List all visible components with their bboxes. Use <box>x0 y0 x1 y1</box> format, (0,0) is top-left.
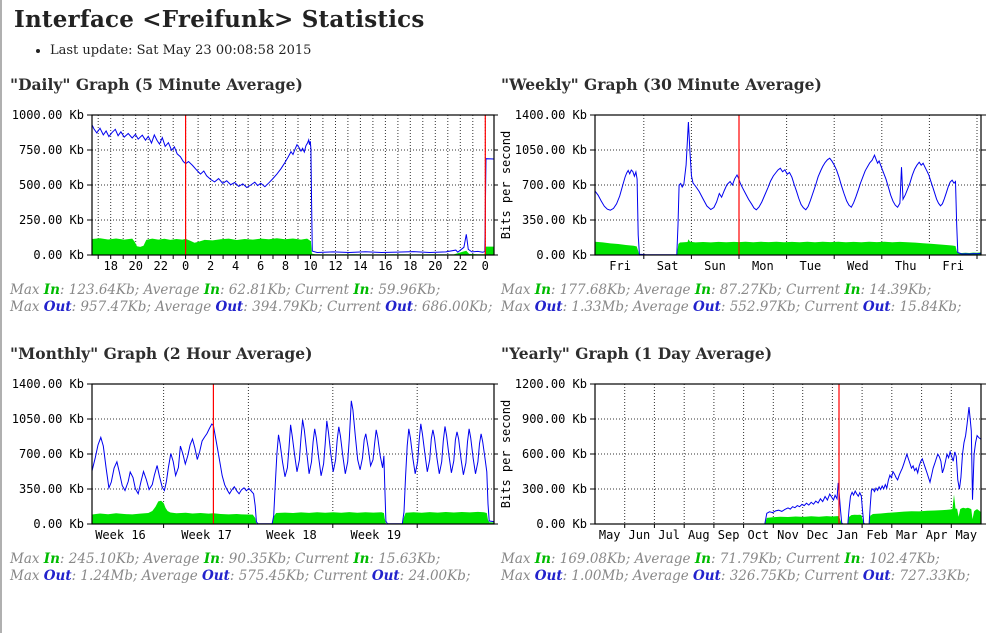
svg-text:Jul: Jul <box>658 528 680 542</box>
svg-text:May: May <box>955 528 977 542</box>
svg-text:2: 2 <box>207 259 214 273</box>
svg-text:Week 18: Week 18 <box>266 528 317 542</box>
svg-text:900.00 Kb: 900.00 Kb <box>522 412 587 426</box>
graphs-grid: "Daily" Graph (5 Minute Average) 0.00 Kb… <box>8 60 990 585</box>
svg-text:18: 18 <box>103 259 117 273</box>
svg-text:500.00 Kb: 500.00 Kb <box>19 178 84 192</box>
svg-text:Apr: Apr <box>926 528 948 542</box>
svg-text:Mar: Mar <box>896 528 918 542</box>
svg-text:0: 0 <box>182 259 189 273</box>
svg-text:Week 19: Week 19 <box>351 528 402 542</box>
svg-text:1050.00 Kb: 1050.00 Kb <box>12 412 84 426</box>
svg-text:Sun: Sun <box>704 259 726 273</box>
svg-text:Oct: Oct <box>747 528 769 542</box>
yearly-graph-image: Bits per second 0.00 Kb 300.00 Kb 600.00 Kb… <box>499 372 990 544</box>
svg-text:0.00 Kb: 0.00 Kb <box>536 517 587 531</box>
svg-text:Jan: Jan <box>837 528 859 542</box>
svg-text:Bits per second: Bits per second <box>499 131 513 239</box>
svg-text:1000.00 Kb: 1000.00 Kb <box>12 108 84 122</box>
weekly-graph-section: "Weekly" Graph (30 Minute Average) Bits … <box>499 60 990 317</box>
daily-graph-canvas: 0.00 Kb 250.00 Kb 500.00 Kb 750.00 Kb 1000.0… <box>12 108 499 273</box>
svg-text:Dec: Dec <box>807 528 829 542</box>
svg-text:10: 10 <box>303 259 317 273</box>
svg-text:Fri: Fri <box>942 259 964 273</box>
svg-text:6: 6 <box>257 259 264 273</box>
monthly-graph-section: "Monthly" Graph (2 Hour Average) 0.00 Kb… <box>8 317 499 586</box>
update-list: Last update: Sat May 23 00:08:58 2015 <box>32 43 990 58</box>
svg-text:Week 16: Week 16 <box>95 528 146 542</box>
svg-text:4: 4 <box>232 259 239 273</box>
svg-text:0.00 Kb: 0.00 Kb <box>33 517 84 531</box>
svg-text:Wed: Wed <box>847 259 869 273</box>
daily-graph-heading: "Daily" Graph (5 Minute Average) <box>10 75 303 94</box>
svg-text:20: 20 <box>128 259 142 273</box>
svg-text:Fri: Fri <box>609 259 631 273</box>
monthly-graph-stats: Max In: 245.10Kb; Average In: 90.35Kb; C… <box>10 550 471 584</box>
svg-text:1400.00 Kb: 1400.00 Kb <box>515 108 587 122</box>
svg-text:Jun: Jun <box>629 528 651 542</box>
page-title: Interface <Freifunk> Statistics <box>14 6 425 33</box>
daily-graph-section: "Daily" Graph (5 Minute Average) 0.00 Kb… <box>8 60 499 317</box>
svg-text:1200.00 Kb: 1200.00 Kb <box>515 377 587 391</box>
svg-text:0.00 Kb: 0.00 Kb <box>536 248 587 262</box>
svg-text:Aug: Aug <box>688 528 710 542</box>
svg-text:8: 8 <box>282 259 289 273</box>
yearly-graph-stats: Max In: 169.08Kb; Average In: 71.79Kb; C… <box>501 550 971 584</box>
svg-text:16: 16 <box>378 259 392 273</box>
monthly-graph-heading: "Monthly" Graph (2 Hour Average) <box>10 343 313 363</box>
svg-text:250.00 Kb: 250.00 Kb <box>19 213 84 227</box>
weekly-graph-stats: Max In: 177.68Kb; Average In: 87.27Kb; C… <box>501 282 962 316</box>
page: Interface <Freifunk> Statistics Last upd… <box>2 0 990 585</box>
svg-text:Thu: Thu <box>895 259 917 273</box>
monthly-graph-image: 0.00 Kb 350.00 Kb 700.00 Kb 1050.00 Kb 1400.… <box>8 372 499 544</box>
svg-text:350.00 Kb: 350.00 Kb <box>19 482 84 496</box>
svg-text:May: May <box>599 528 621 542</box>
svg-text:22: 22 <box>153 259 167 273</box>
svg-text:300.00 Kb: 300.00 Kb <box>522 482 587 496</box>
weekly-graph-canvas: Bits per second 0.00 Kb 350.00 Kb 700.00 Kb… <box>499 108 986 273</box>
svg-text:14: 14 <box>353 259 367 273</box>
yearly-graph-section: "Yearly" Graph (1 Day Average) Bits per … <box>499 317 990 586</box>
svg-text:Nov: Nov <box>777 528 799 542</box>
svg-text:350.00 Kb: 350.00 Kb <box>522 213 587 227</box>
svg-text:Week 17: Week 17 <box>181 528 232 542</box>
svg-text:Feb: Feb <box>866 528 888 542</box>
svg-text:1050.00 Kb: 1050.00 Kb <box>515 143 587 157</box>
svg-text:750.00 Kb: 750.00 Kb <box>19 143 84 157</box>
svg-text:20: 20 <box>428 259 442 273</box>
svg-text:Tue: Tue <box>800 259 822 273</box>
svg-text:600.00 Kb: 600.00 Kb <box>522 447 587 461</box>
svg-text:12: 12 <box>328 259 342 273</box>
svg-text:0: 0 <box>482 259 489 273</box>
svg-text:Mon: Mon <box>752 259 774 273</box>
svg-text:1400.00 Kb: 1400.00 Kb <box>12 377 84 391</box>
svg-text:Sat: Sat <box>657 259 679 273</box>
svg-text:0.00 Kb: 0.00 Kb <box>33 248 84 262</box>
svg-text:18: 18 <box>403 259 417 273</box>
daily-graph-stats: Max In: 123.64Kb; Average In: 62.81Kb; C… <box>10 282 493 316</box>
svg-text:700.00 Kb: 700.00 Kb <box>19 447 84 461</box>
yearly-graph-heading: "Yearly" Graph (1 Day Average) <box>501 343 773 363</box>
monthly-graph-canvas: 0.00 Kb 350.00 Kb 700.00 Kb 1050.00 Kb 1400.… <box>12 377 499 542</box>
daily-graph-image: 0.00 Kb 250.00 Kb 500.00 Kb 750.00 Kb 1000.0… <box>8 103 499 275</box>
weekly-graph-image: Bits per second 0.00 Kb 350.00 Kb 700.00 Kb… <box>499 103 990 275</box>
yearly-graph-canvas: Bits per second 0.00 Kb 300.00 Kb 600.00 Kb… <box>499 377 986 542</box>
svg-text:700.00 Kb: 700.00 Kb <box>522 178 587 192</box>
svg-text:Sep: Sep <box>718 528 740 542</box>
last-update-text: Last update: Sat May 23 00:08:58 2015 <box>50 43 990 58</box>
svg-text:22: 22 <box>453 259 467 273</box>
weekly-graph-heading: "Weekly" Graph (30 Minute Average) <box>501 75 822 94</box>
svg-text:Bits per second: Bits per second <box>499 399 513 507</box>
